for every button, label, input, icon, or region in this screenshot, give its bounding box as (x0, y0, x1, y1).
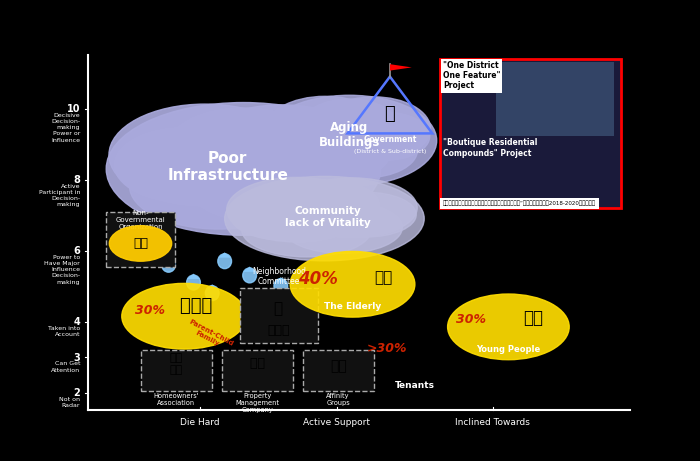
Text: Young People: Young People (476, 345, 540, 355)
Ellipse shape (106, 102, 381, 235)
Text: 👷: 👷 (408, 352, 422, 376)
Ellipse shape (205, 286, 219, 301)
Text: 30%: 30% (456, 313, 486, 326)
Text: >30%: >30% (367, 342, 407, 355)
Text: Property
Management
Company: Property Management Company (235, 393, 279, 413)
Text: Government: Government (363, 135, 416, 144)
Ellipse shape (241, 202, 371, 257)
Ellipse shape (283, 202, 402, 254)
FancyBboxPatch shape (106, 212, 175, 266)
Text: Power to
Have Major
Influence
Decision-
making: Power to Have Major Influence Decision- … (44, 255, 80, 284)
Text: (District & Sub-district): (District & Sub-district) (354, 148, 426, 154)
Text: Neighborhood
Committee: Neighborhood Committee (252, 266, 306, 286)
Ellipse shape (274, 278, 288, 294)
Ellipse shape (186, 142, 351, 224)
Polygon shape (244, 266, 256, 272)
Ellipse shape (447, 294, 569, 360)
Polygon shape (256, 291, 268, 297)
Text: 上海市人民政府办公厅关于印发《上海市住宅小区建设“美一年行动计划（2018-2020）》的通知: 上海市人民政府办公厅关于印发《上海市住宅小区建设“美一年行动计划（2018-20… (443, 201, 596, 206)
FancyBboxPatch shape (240, 288, 318, 343)
Text: Can Get
Attention: Can Get Attention (51, 361, 80, 372)
Ellipse shape (277, 123, 391, 182)
Ellipse shape (302, 99, 398, 152)
Text: 🏠🏠
🏠🏠: 🏠🏠 🏠🏠 (169, 353, 183, 375)
Text: 3: 3 (74, 353, 80, 363)
FancyBboxPatch shape (496, 62, 615, 136)
Text: The Elderly: The Elderly (324, 302, 381, 311)
Text: 🛡️🏠: 🛡️🏠 (250, 356, 265, 370)
Polygon shape (206, 284, 218, 290)
Text: 👨‍👩‍👧: 👨‍👩‍👧 (181, 296, 213, 314)
FancyBboxPatch shape (440, 59, 621, 208)
Ellipse shape (313, 123, 417, 178)
Text: 40%: 40% (298, 270, 338, 288)
Text: Non-
Governmental
Organization: Non- Governmental Organization (116, 210, 165, 230)
Text: 👥🎨: 👥🎨 (330, 359, 346, 373)
Text: Not on
Radar: Not on Radar (59, 397, 80, 408)
Text: 🏠🏠🏠: 🏠🏠🏠 (267, 324, 290, 337)
Ellipse shape (288, 178, 417, 237)
Polygon shape (390, 64, 412, 71)
FancyBboxPatch shape (302, 350, 374, 391)
Text: Active
Participant in
Decision-
making: Active Participant in Decision- making (38, 184, 80, 207)
Text: Affinity
Groups: Affinity Groups (326, 393, 350, 406)
Ellipse shape (193, 105, 371, 199)
Ellipse shape (270, 180, 379, 230)
Ellipse shape (130, 143, 308, 229)
Text: Aging
Buildings: Aging Buildings (318, 121, 380, 149)
Ellipse shape (187, 275, 200, 290)
Text: 2: 2 (74, 388, 80, 398)
Text: Inclined Towards: Inclined Towards (456, 418, 531, 427)
Ellipse shape (168, 108, 318, 186)
Text: 🛡️: 🛡️ (274, 301, 284, 317)
Text: Community
lack of Vitality: Community lack of Vitality (285, 206, 370, 228)
Text: Poor
Infrastructure: Poor Infrastructure (167, 151, 288, 183)
Ellipse shape (264, 96, 386, 165)
Text: 8: 8 (73, 175, 80, 185)
Text: Active Support: Active Support (303, 418, 370, 427)
Text: 🏛: 🏛 (384, 105, 395, 123)
Ellipse shape (342, 112, 430, 160)
Ellipse shape (122, 284, 246, 349)
Text: "One District
One Feature"
Project: "One District One Feature" Project (443, 61, 500, 90)
Ellipse shape (267, 112, 358, 163)
Text: Homeowners'
Association: Homeowners' Association (153, 393, 199, 406)
Ellipse shape (225, 177, 424, 261)
Ellipse shape (231, 192, 335, 240)
FancyBboxPatch shape (222, 350, 293, 391)
Ellipse shape (109, 104, 301, 206)
Ellipse shape (232, 128, 370, 198)
Polygon shape (188, 274, 200, 279)
Polygon shape (274, 277, 287, 283)
Ellipse shape (262, 95, 437, 186)
Ellipse shape (218, 254, 232, 269)
Polygon shape (218, 252, 231, 258)
FancyBboxPatch shape (141, 350, 212, 391)
Text: 30%: 30% (135, 304, 165, 317)
Text: 👴👵: 👴👵 (374, 270, 393, 285)
Text: Taken into
Account: Taken into Account (48, 326, 80, 337)
Text: 10: 10 (66, 104, 80, 114)
Text: Die Hard: Die Hard (180, 418, 220, 427)
Text: 6: 6 (74, 246, 80, 256)
Ellipse shape (227, 177, 366, 242)
Ellipse shape (256, 293, 269, 307)
Ellipse shape (290, 251, 415, 317)
Ellipse shape (316, 192, 416, 237)
Ellipse shape (317, 97, 430, 161)
Text: Decisive
Decision-
making
Power or
Influence: Decisive Decision- making Power or Influ… (51, 113, 80, 142)
Ellipse shape (162, 257, 176, 272)
Text: 4: 4 (74, 317, 80, 327)
Text: 🏅🌍: 🏅🌍 (133, 237, 148, 250)
Text: Tenants: Tenants (395, 381, 435, 390)
Text: 👩👨: 👩👨 (524, 309, 543, 327)
Text: Parent-Child
Family: Parent-Child Family (184, 319, 234, 353)
Text: "Boutique Residential
Compounds" Project: "Boutique Residential Compounds" Project (443, 138, 538, 158)
Ellipse shape (243, 268, 256, 283)
Polygon shape (162, 256, 175, 261)
Ellipse shape (114, 128, 257, 202)
Ellipse shape (109, 226, 172, 261)
